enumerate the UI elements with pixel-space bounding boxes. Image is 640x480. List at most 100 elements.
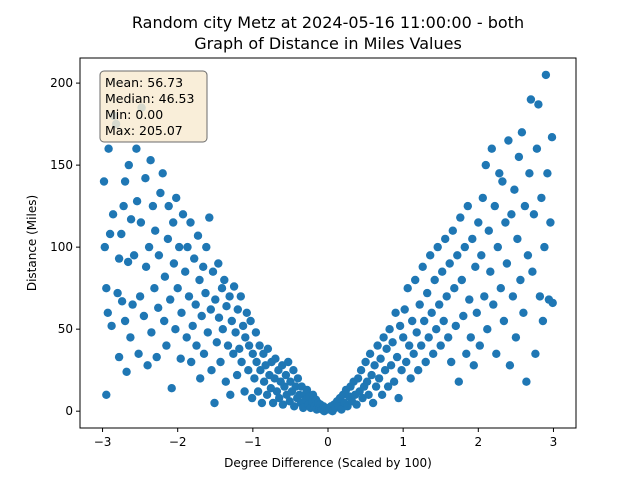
data-point <box>394 393 403 403</box>
data-point <box>117 229 126 239</box>
data-point <box>472 308 481 317</box>
data-point <box>182 333 191 342</box>
data-point <box>290 402 299 411</box>
data-point <box>166 295 175 304</box>
data-point <box>484 226 493 235</box>
data-point <box>433 242 442 252</box>
data-point <box>508 292 518 301</box>
data-point <box>246 316 255 326</box>
data-point <box>281 370 291 380</box>
data-point <box>480 292 489 301</box>
data-point <box>114 352 124 362</box>
data-point <box>156 188 165 198</box>
data-point <box>474 218 483 227</box>
data-point <box>546 218 555 227</box>
data-point <box>238 321 248 331</box>
data-point <box>289 366 298 375</box>
stat-max: Max: 205.07 <box>105 123 183 138</box>
data-point <box>499 316 509 326</box>
data-point <box>184 292 194 301</box>
data-point <box>377 390 387 399</box>
data-point <box>516 275 525 285</box>
data-point <box>447 357 456 367</box>
data-point <box>374 374 384 383</box>
data-point <box>154 303 163 312</box>
data-point <box>441 234 450 244</box>
data-point <box>519 308 528 317</box>
data-point <box>268 398 278 408</box>
data-point <box>406 374 415 383</box>
points-layer <box>99 70 557 416</box>
data-point <box>504 136 513 145</box>
x-tick-label: −2 <box>169 435 187 449</box>
data-point <box>525 169 534 178</box>
data-point <box>424 333 433 342</box>
data-point <box>139 311 149 321</box>
x-tick-label: 0 <box>324 435 332 449</box>
data-point <box>199 349 209 358</box>
data-point <box>483 325 492 334</box>
data-point <box>146 156 155 165</box>
x-tick-label: 2 <box>474 435 482 449</box>
data-point <box>392 352 402 362</box>
data-point <box>248 349 257 358</box>
data-point <box>134 349 143 358</box>
data-point <box>532 144 542 153</box>
data-point <box>187 357 196 367</box>
data-point <box>132 197 142 206</box>
data-point <box>379 333 388 342</box>
y-tick-label: 150 <box>50 158 73 172</box>
data-point <box>402 357 411 367</box>
data-point <box>367 370 376 380</box>
data-point <box>176 354 185 363</box>
data-point <box>99 177 109 186</box>
data-point <box>117 297 127 306</box>
data-point <box>444 333 453 342</box>
data-point <box>371 382 381 391</box>
data-point <box>522 377 531 386</box>
data-point <box>158 169 167 178</box>
data-point <box>235 344 244 353</box>
data-point <box>426 251 435 260</box>
data-point <box>207 366 216 375</box>
data-point <box>478 193 487 203</box>
x-tick-label: 3 <box>550 435 558 449</box>
data-point <box>409 349 418 358</box>
data-point <box>370 361 379 370</box>
data-point <box>373 341 382 350</box>
data-point <box>169 259 179 268</box>
data-point <box>240 387 249 396</box>
data-point <box>107 321 116 331</box>
data-point <box>405 341 414 350</box>
data-point <box>231 328 240 337</box>
data-point <box>505 361 515 370</box>
data-point <box>236 292 245 301</box>
data-point <box>217 284 227 293</box>
y-tick-label: 50 <box>58 322 73 336</box>
data-point <box>102 284 111 293</box>
data-point <box>535 292 545 301</box>
data-point <box>383 382 393 391</box>
data-point <box>453 251 462 260</box>
data-point <box>229 349 238 358</box>
data-point <box>471 262 480 271</box>
data-point <box>415 300 424 309</box>
data-point <box>507 210 516 219</box>
data-point <box>128 300 137 309</box>
data-point <box>222 302 231 311</box>
data-point <box>223 341 233 350</box>
y-tick-label: 100 <box>50 240 73 254</box>
data-point <box>225 292 234 301</box>
data-point <box>534 100 543 109</box>
data-point <box>141 262 151 271</box>
data-point <box>537 193 546 203</box>
data-point <box>439 316 448 326</box>
data-point <box>197 311 206 321</box>
data-point <box>196 374 205 383</box>
data-point <box>435 300 444 309</box>
data-point <box>397 366 406 375</box>
data-point <box>141 174 150 183</box>
data-point <box>356 366 366 375</box>
data-point <box>164 201 173 211</box>
data-point <box>152 352 161 362</box>
